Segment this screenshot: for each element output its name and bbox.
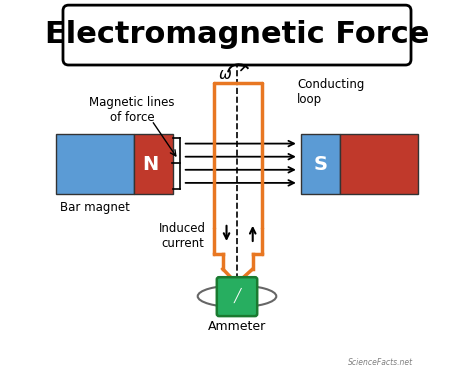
Text: Magnetic lines
of force: Magnetic lines of force	[90, 96, 175, 124]
Text: Conducting
loop: Conducting loop	[297, 78, 364, 106]
FancyBboxPatch shape	[301, 134, 340, 194]
FancyBboxPatch shape	[63, 5, 411, 65]
Text: S: S	[313, 155, 328, 174]
Text: Bar magnet: Bar magnet	[60, 201, 130, 214]
FancyBboxPatch shape	[134, 134, 173, 194]
FancyBboxPatch shape	[217, 277, 257, 316]
Text: ω: ω	[219, 67, 231, 82]
Text: Electromagnetic Force: Electromagnetic Force	[45, 20, 429, 49]
Text: ScienceFacts.net: ScienceFacts.net	[348, 359, 413, 367]
Text: Ammeter: Ammeter	[208, 320, 266, 333]
FancyBboxPatch shape	[340, 134, 419, 194]
Text: N: N	[142, 155, 158, 174]
Text: Induced
current: Induced current	[159, 222, 206, 250]
Text: ╱: ╱	[233, 288, 241, 303]
FancyBboxPatch shape	[55, 134, 134, 194]
